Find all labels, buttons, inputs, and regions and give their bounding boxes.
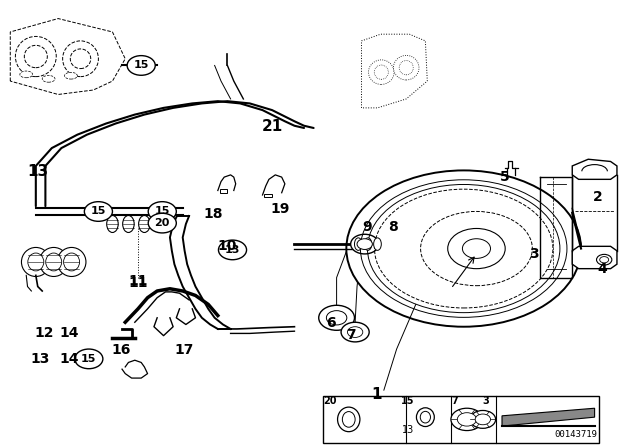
Circle shape xyxy=(148,202,176,221)
Text: 15: 15 xyxy=(81,354,97,364)
Text: 19: 19 xyxy=(271,202,290,216)
Text: 13: 13 xyxy=(31,352,50,366)
Circle shape xyxy=(475,414,490,425)
Ellipse shape xyxy=(374,238,381,250)
Circle shape xyxy=(326,310,347,325)
Circle shape xyxy=(84,202,113,221)
Ellipse shape xyxy=(22,247,50,276)
Ellipse shape xyxy=(63,41,99,77)
Text: 13: 13 xyxy=(402,426,414,435)
Ellipse shape xyxy=(374,65,388,79)
Circle shape xyxy=(341,322,369,342)
Ellipse shape xyxy=(45,253,61,271)
Text: 14: 14 xyxy=(60,352,79,366)
Ellipse shape xyxy=(28,253,44,271)
Polygon shape xyxy=(10,18,125,95)
Ellipse shape xyxy=(342,412,355,427)
Text: 11: 11 xyxy=(128,276,148,290)
Ellipse shape xyxy=(15,36,56,77)
Ellipse shape xyxy=(123,215,134,233)
Ellipse shape xyxy=(70,49,91,69)
Text: 11: 11 xyxy=(128,274,148,288)
Ellipse shape xyxy=(63,253,79,271)
Polygon shape xyxy=(572,246,617,269)
Ellipse shape xyxy=(24,45,47,68)
Circle shape xyxy=(458,413,476,426)
Ellipse shape xyxy=(57,247,86,276)
Text: 18: 18 xyxy=(203,207,223,221)
Polygon shape xyxy=(572,159,617,179)
Text: 15: 15 xyxy=(401,396,415,406)
Text: 9: 9 xyxy=(362,220,371,234)
Text: 7: 7 xyxy=(346,328,355,342)
Text: 14: 14 xyxy=(60,327,79,340)
Circle shape xyxy=(148,213,176,233)
Ellipse shape xyxy=(417,408,435,426)
Ellipse shape xyxy=(355,238,362,250)
Text: 15: 15 xyxy=(155,207,170,216)
Ellipse shape xyxy=(346,170,581,327)
Circle shape xyxy=(319,305,355,330)
Circle shape xyxy=(470,410,495,428)
Circle shape xyxy=(600,257,609,263)
Bar xyxy=(323,396,599,443)
Ellipse shape xyxy=(39,247,68,276)
Ellipse shape xyxy=(107,215,118,233)
Text: 7: 7 xyxy=(451,396,458,406)
Ellipse shape xyxy=(399,60,413,75)
Ellipse shape xyxy=(369,60,394,84)
Text: 8: 8 xyxy=(388,220,398,234)
Circle shape xyxy=(348,327,363,337)
Text: 00143719: 00143719 xyxy=(555,430,598,439)
Text: 4: 4 xyxy=(597,262,607,276)
Ellipse shape xyxy=(420,411,431,423)
Ellipse shape xyxy=(65,73,77,79)
Circle shape xyxy=(596,254,612,265)
Circle shape xyxy=(357,239,372,250)
Text: 13: 13 xyxy=(28,164,49,179)
Text: 20: 20 xyxy=(323,396,337,406)
Text: 17: 17 xyxy=(175,343,195,357)
Polygon shape xyxy=(502,408,595,426)
Circle shape xyxy=(448,228,505,269)
Text: 2: 2 xyxy=(593,190,603,204)
Polygon shape xyxy=(362,34,428,108)
Circle shape xyxy=(451,408,483,431)
Bar xyxy=(264,194,272,197)
Text: 5: 5 xyxy=(500,170,510,184)
Ellipse shape xyxy=(139,215,150,233)
Circle shape xyxy=(127,56,156,75)
Circle shape xyxy=(218,240,246,260)
Text: 20: 20 xyxy=(155,218,170,228)
Circle shape xyxy=(75,349,103,369)
Circle shape xyxy=(351,234,379,254)
Text: 15: 15 xyxy=(91,207,106,216)
Ellipse shape xyxy=(394,56,419,80)
Ellipse shape xyxy=(42,76,55,82)
Ellipse shape xyxy=(337,407,360,432)
Bar xyxy=(220,189,227,193)
Text: 10: 10 xyxy=(218,239,237,253)
Text: 3: 3 xyxy=(529,247,539,261)
Text: 6: 6 xyxy=(326,316,335,330)
Circle shape xyxy=(463,239,490,258)
Text: 12: 12 xyxy=(35,327,54,340)
Text: 3: 3 xyxy=(483,396,490,406)
Text: 21: 21 xyxy=(262,119,283,134)
Text: 1: 1 xyxy=(371,387,381,402)
Ellipse shape xyxy=(364,238,372,250)
Text: 16: 16 xyxy=(111,343,131,357)
Ellipse shape xyxy=(20,71,33,78)
Text: 15: 15 xyxy=(134,60,149,70)
Text: 13: 13 xyxy=(225,245,240,255)
